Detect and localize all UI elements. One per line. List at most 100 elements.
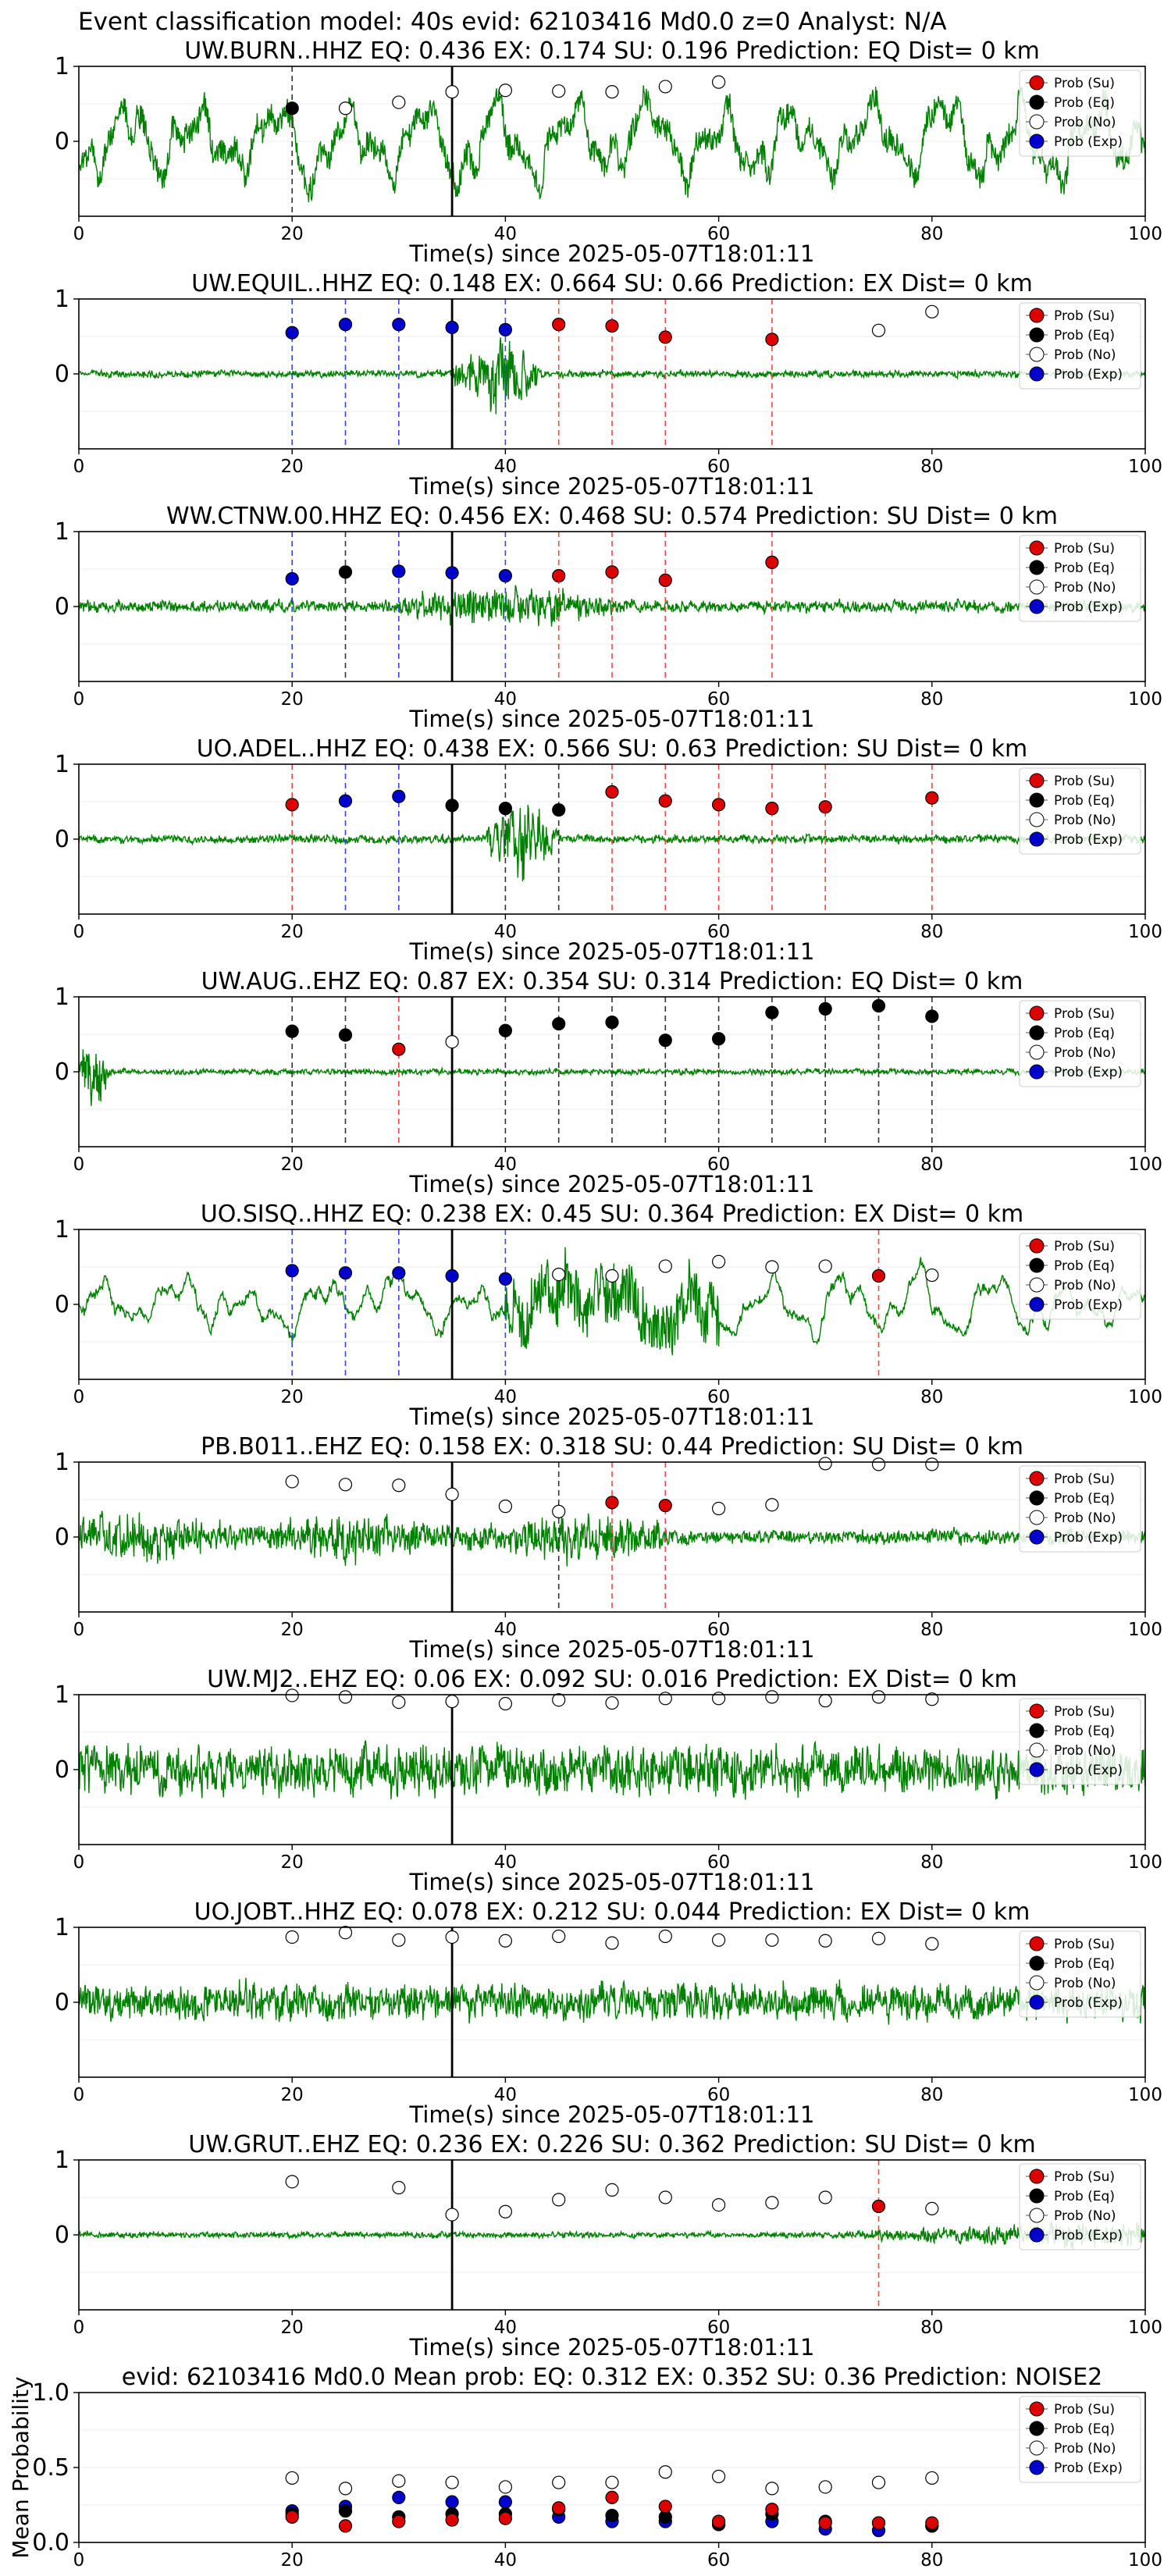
mean-point-no <box>818 2480 832 2494</box>
legend-marker-exp <box>1029 1529 1045 1545</box>
y-tick-label: 1 <box>55 2147 69 2174</box>
legend-label-exp: Prob (Exp) <box>1054 2460 1123 2476</box>
y-tick-label: 1 <box>55 984 69 1011</box>
mean-point-su <box>925 2516 939 2530</box>
legend: Prob (Su) Prob (Eq) Prob (No) Prob (Exp) <box>1019 767 1141 855</box>
prob-point-eq <box>338 565 353 579</box>
prob-point-su <box>658 1499 672 1513</box>
legend-label-exp: Prob (Exp) <box>1054 600 1123 615</box>
y-tick-label: 1 <box>55 1914 69 1941</box>
panel-8: UW.MJ2..EHZ EQ: 0.06 EX: 0.092 SU: 0.016… <box>55 1666 1162 1895</box>
legend-marker-no <box>1029 114 1045 130</box>
legend-box <box>1019 1698 1141 1785</box>
x-tick-label: 20 <box>281 1852 304 1873</box>
legend-marker-exp <box>1029 2460 1045 2475</box>
x-tick-label: 40 <box>494 2318 517 2338</box>
mean-point-eq <box>605 2508 619 2523</box>
x-tick-label: 100 <box>1128 457 1162 477</box>
prob-point-eq <box>871 998 886 1013</box>
mean-point-su <box>765 2503 779 2517</box>
x-tick-label: 60 <box>707 1155 730 1175</box>
legend-label-exp: Prob (Exp) <box>1054 367 1123 382</box>
prob-point-exp <box>392 789 406 803</box>
waveform-trace <box>78 1049 1146 1106</box>
x-tick-label: 80 <box>920 689 943 710</box>
x-tick-label: 40 <box>494 1387 517 1407</box>
waveform-trace <box>78 1247 1146 1356</box>
x-tick-label: 0 <box>73 2318 85 2338</box>
x-tick-label: 40 <box>494 922 517 942</box>
panel-title: UW.BURN..HHZ EQ: 0.436 EX: 0.174 SU: 0.1… <box>184 37 1040 65</box>
x-tick-label: 40 <box>494 1620 517 1640</box>
legend-label-eq: Prob (Eq) <box>1054 1956 1115 1972</box>
legend-box <box>1019 2163 1141 2250</box>
mean-point-su <box>711 2514 726 2528</box>
prob-point-no <box>871 1931 886 1945</box>
waveform-trace <box>78 2221 1146 2250</box>
y-tick-label: 1 <box>55 1681 69 1709</box>
x-tick-label: 20 <box>281 2318 304 2338</box>
panel-title: UW.AUG..EHZ EQ: 0.87 EX: 0.354 SU: 0.314… <box>201 968 1023 995</box>
prob-point-no <box>658 80 672 94</box>
prob-point-su <box>605 785 619 799</box>
panel-3: WW.CTNW.00.HHZ EQ: 0.456 EX: 0.468 SU: 0… <box>55 503 1162 732</box>
x-tick-label: 80 <box>920 922 943 942</box>
y-tick-label: 0 <box>55 1756 69 1784</box>
legend-marker-su <box>1029 1471 1045 1486</box>
prob-point-su <box>871 1268 886 1283</box>
legend-label-eq: Prob (Eq) <box>1054 95 1115 111</box>
prob-point-su <box>711 798 726 812</box>
prob-point-no <box>658 1692 672 1706</box>
legend-marker-no <box>1029 1510 1045 1525</box>
x-tick-label: 100 <box>1128 1620 1162 1640</box>
prob-point-no <box>925 304 939 318</box>
legend-box <box>1019 1465 1141 1553</box>
legend-marker-eq <box>1029 327 1045 343</box>
mean-point-no <box>392 2474 406 2488</box>
legend-label-su: Prob (Su) <box>1054 1937 1115 1952</box>
x-tick-label: 0 <box>73 1387 85 1407</box>
panel-title: UW.GRUT..EHZ EQ: 0.236 EX: 0.226 SU: 0.3… <box>188 2131 1035 2158</box>
mean-point-no <box>445 2475 459 2489</box>
prob-point-exp <box>338 1266 353 1280</box>
legend-label-no: Prob (No) <box>1054 1743 1116 1759</box>
x-tick-label: 0 <box>73 1155 85 1175</box>
legend-label-eq: Prob (Eq) <box>1054 2189 1115 2204</box>
legend-label-no: Prob (No) <box>1054 1976 1116 1991</box>
x-tick-label: 40 <box>494 1852 517 1873</box>
legend: Prob (Su) Prob (Eq) Prob (No) Prob (Exp) <box>1019 1698 1141 1785</box>
legend: Prob (Su) Prob (Eq) Prob (No) Prob (Exp) <box>1019 1000 1141 1087</box>
legend-label-exp: Prob (Exp) <box>1054 832 1123 848</box>
prob-point-no <box>711 1933 726 1947</box>
prob-point-su <box>765 802 779 816</box>
legend-label-exp: Prob (Exp) <box>1054 1297 1123 1313</box>
y-tick-label: 0 <box>55 361 69 388</box>
legend-marker-exp <box>1029 1064 1045 1080</box>
panel-title: UW.EQUIL..HHZ EQ: 0.148 EX: 0.664 SU: 0.… <box>191 270 1033 297</box>
x-tick-label: 20 <box>281 689 304 710</box>
y-tick-label: 0 <box>55 1524 69 1551</box>
mean-point-su <box>605 2490 619 2504</box>
prob-point-eq <box>658 1034 672 1048</box>
prob-point-no <box>285 1688 299 1703</box>
legend: Prob (Su) Prob (Eq) Prob (No) Prob (Exp) <box>1019 302 1141 390</box>
prob-point-no <box>925 1268 939 1283</box>
prob-point-no <box>818 1694 832 1708</box>
x-tick-label: 60 <box>707 224 730 244</box>
legend-label-exp: Prob (Exp) <box>1054 2228 1123 2243</box>
mean-point-exp <box>445 2495 459 2509</box>
panel-title: UO.ADEL..HHZ EQ: 0.438 EX: 0.566 SU: 0.6… <box>197 735 1028 763</box>
x-axis-label: Time(s) since 2025-05-07T18:01:11 <box>409 2334 815 2361</box>
prob-point-no <box>818 2190 832 2204</box>
legend: Prob (Su) Prob (Eq) Prob (No) Prob (Exp) <box>1019 535 1141 622</box>
x-tick-label: 100 <box>1128 2318 1162 2338</box>
panel-title: UO.SISQ..HHZ EQ: 0.238 EX: 0.45 SU: 0.36… <box>201 1201 1023 1228</box>
prob-point-no <box>498 1934 513 1948</box>
prob-point-su <box>552 318 566 332</box>
mean-point-no <box>658 2465 672 2479</box>
legend-marker-no <box>1029 2208 1045 2223</box>
prob-point-no <box>498 1696 513 1711</box>
legend-label-eq: Prob (Eq) <box>1054 1491 1115 1507</box>
x-tick-label: 0 <box>73 1620 85 1640</box>
prob-point-no <box>765 2196 779 2210</box>
